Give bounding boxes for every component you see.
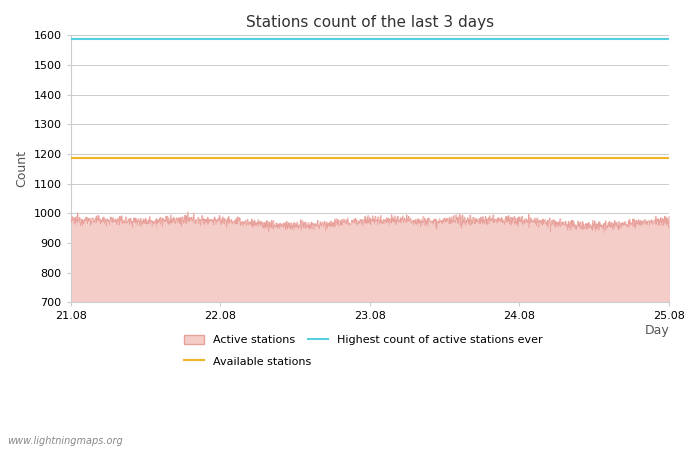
Title: Stations count of the last 3 days: Stations count of the last 3 days — [246, 15, 494, 30]
Text: Day: Day — [644, 324, 669, 337]
Y-axis label: Count: Count — [15, 150, 28, 187]
Text: www.lightningmaps.org: www.lightningmaps.org — [7, 436, 122, 446]
Legend: Available stations: Available stations — [184, 356, 311, 367]
